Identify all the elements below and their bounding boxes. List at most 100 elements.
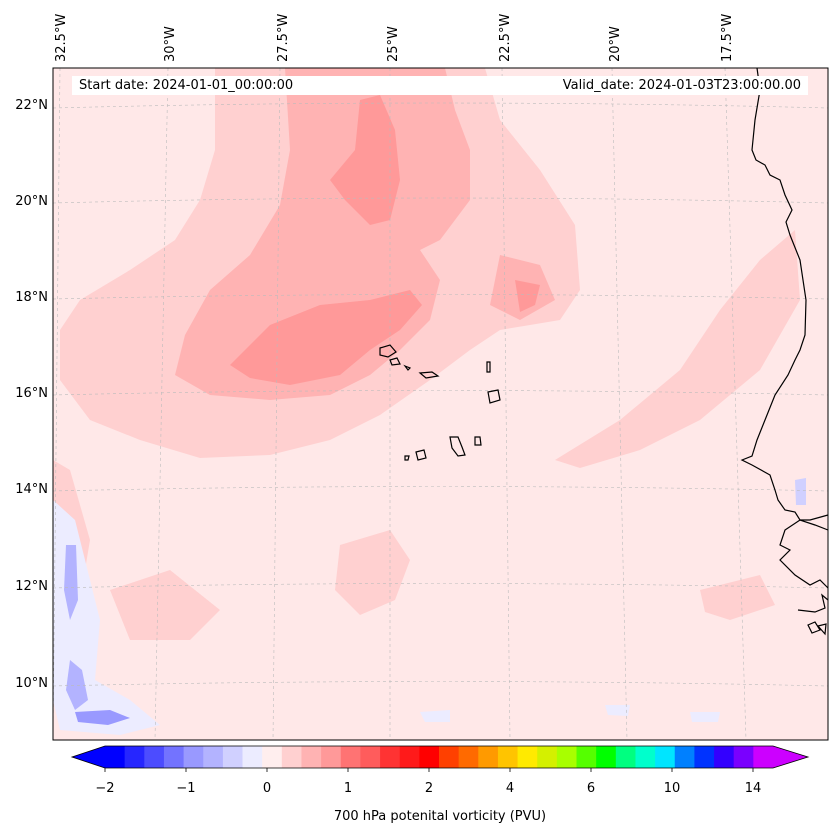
colorbar-swatch xyxy=(163,746,185,768)
pv-contour-east-band xyxy=(555,230,800,468)
map-frame xyxy=(52,67,829,741)
pv-contour-blob-2 xyxy=(110,570,220,640)
gridline-lat-12 xyxy=(52,583,829,589)
colorbar-swatch xyxy=(183,746,204,768)
colorbar-swatch xyxy=(517,746,538,768)
pv-contour-side-core xyxy=(515,280,540,312)
colorbar-tick-label: −1 xyxy=(176,781,196,796)
pv-contour-core-inner xyxy=(230,290,422,385)
colorbar-tick-label: −2 xyxy=(95,781,115,796)
header-background xyxy=(72,76,808,95)
pv-contour-north-streak xyxy=(330,95,400,225)
pv-contours-dark xyxy=(230,95,540,385)
colorbar-swatch xyxy=(478,746,499,768)
pv-negative-patch-4 xyxy=(690,712,720,722)
colorbar-swatch xyxy=(733,746,754,768)
colorbar-swatch xyxy=(497,746,519,768)
colorbar-swatch xyxy=(203,746,224,768)
colorbar-tick-label: 6 xyxy=(586,781,596,796)
lat-label-20n: 20°N xyxy=(15,194,48,209)
gridline-lat-16 xyxy=(52,390,829,396)
capeverde-santiago xyxy=(449,436,466,457)
colorbar-swatch xyxy=(537,746,558,768)
start-date-label: Start date: 2024-01-01_00:00:00 xyxy=(79,78,294,93)
coastlines xyxy=(379,67,829,636)
capeverde-santo-antao xyxy=(379,344,397,358)
colorbar-tick-label: 1 xyxy=(343,781,353,796)
gridline-lon-20 xyxy=(611,67,628,741)
africa-coastline xyxy=(740,67,829,521)
gridline-lat-14 xyxy=(52,486,829,492)
colorbar-swatch xyxy=(124,746,145,768)
colorbar-swatch xyxy=(242,746,263,768)
colorbar-swatch xyxy=(360,746,381,768)
lat-label-10n: 10°N xyxy=(15,676,48,691)
colorbar-swatch xyxy=(399,746,420,768)
pv-negative-patch-1 xyxy=(420,710,450,722)
colorbar-swatch xyxy=(556,746,578,768)
colorbar-swatch xyxy=(439,746,460,768)
gridline-lon-30 xyxy=(154,67,169,741)
gridline-lat-10 xyxy=(52,681,829,687)
lon-label-22-5w: 22.5°W xyxy=(498,13,513,62)
colorbar-swatch xyxy=(301,746,322,768)
pv-negative-patch-3 xyxy=(795,478,806,505)
graticule xyxy=(52,67,829,741)
colorbar-swatch xyxy=(458,746,479,768)
capeverde-fogo xyxy=(415,449,427,461)
gridline-lat-20 xyxy=(52,197,829,204)
colorbar-swatch xyxy=(655,746,676,768)
pv-negative-core-2 xyxy=(66,660,88,710)
colorbar-tick-label: 4 xyxy=(505,781,515,796)
gridline-lon-17-5 xyxy=(724,67,747,741)
lat-label-12n: 12°N xyxy=(15,579,48,594)
colorbar-over-arrow xyxy=(773,746,808,768)
colorbar-swatch xyxy=(380,746,401,768)
lon-label-25w: 25°W xyxy=(386,26,401,62)
colorbar-swatch xyxy=(753,746,774,768)
colorbar-tick-label: 0 xyxy=(262,781,272,796)
gridline-lon-32-5 xyxy=(52,67,61,741)
colorbar-swatch xyxy=(262,746,283,768)
colorbar-under-arrow xyxy=(72,746,105,768)
lat-label-18n: 18°N xyxy=(15,290,48,305)
colorbar-swatch xyxy=(674,746,695,768)
lon-label-20w: 20°W xyxy=(608,26,623,62)
bijagos-islands xyxy=(807,621,827,636)
lon-label-30w: 30°W xyxy=(163,26,178,62)
africa-coast-bissau xyxy=(797,593,829,613)
pv-negative-patch-2 xyxy=(605,705,630,716)
capeverde-maio xyxy=(474,436,482,446)
colorbar-tick-label: 2 xyxy=(424,781,434,796)
gridline-lon-22-5 xyxy=(501,67,511,741)
colorbar-swatch xyxy=(105,746,126,768)
colorbar-swatch xyxy=(144,746,165,768)
lon-label-27-5w: 27.5°W xyxy=(276,13,291,62)
colorbar-tick-label: 14 xyxy=(744,781,762,796)
lat-label-22n: 22°N xyxy=(15,98,48,113)
colorbar-title: 700 hPa potenital vorticity (PVU) xyxy=(333,809,547,824)
gridline-lat-22 xyxy=(52,102,829,109)
colorbar-swatch xyxy=(596,746,617,768)
colorbar-swatch xyxy=(321,746,342,768)
colorbar-swatch xyxy=(340,746,361,768)
colorbar-tick-label: 10 xyxy=(663,781,681,796)
colorbar-swatch xyxy=(714,746,735,768)
lon-label-17-5w: 17.5°W xyxy=(720,13,735,62)
gridline-lon-27-5 xyxy=(272,67,281,741)
colorbar-swatch xyxy=(635,746,656,768)
colorbar-swatch xyxy=(576,746,597,768)
capeverde-boa-vista xyxy=(487,389,501,404)
lon-label-32-5w: 32.5°W xyxy=(54,13,69,62)
colorbar-swatch xyxy=(419,746,440,768)
africa-coast-south xyxy=(779,519,829,589)
colorbar-swatch xyxy=(694,746,715,768)
capeverde-sao-vicente xyxy=(389,357,401,366)
capeverde-sal xyxy=(486,361,491,373)
colorbar xyxy=(70,745,810,772)
lat-label-14n: 14°N xyxy=(15,482,48,497)
pv-negative-core-1 xyxy=(64,545,78,620)
capeverde-santa-luzia xyxy=(403,364,412,371)
pv-contour-blob-1 xyxy=(335,530,410,615)
